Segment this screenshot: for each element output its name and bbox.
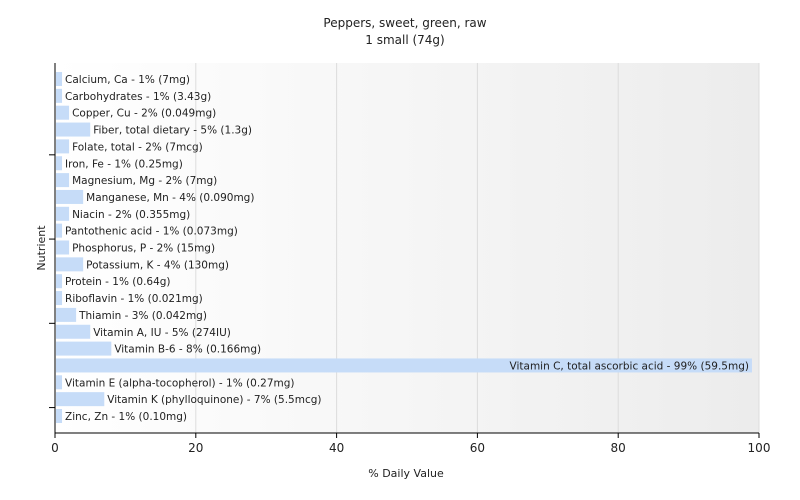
bar-label: Vitamin C, total ascorbic acid - 99% (59… xyxy=(510,360,749,372)
x-tick-label: 0 xyxy=(51,441,59,455)
axes xyxy=(49,63,760,438)
bar-label: Vitamin K (phylloquinone) - 7% (5.5mcg) xyxy=(107,394,321,406)
bar xyxy=(56,358,752,373)
x-tick-label: 40 xyxy=(329,441,344,455)
bar xyxy=(56,156,63,171)
bar-label: Calcium, Ca - 1% (7mg) xyxy=(65,74,190,86)
x-tick-label: 80 xyxy=(611,441,626,455)
bar-label: Folate, total - 2% (7mcg) xyxy=(72,141,203,153)
bar xyxy=(56,189,84,204)
bar xyxy=(56,341,112,356)
bar-label: Vitamin E (alpha-tocopherol) - 1% (0.27m… xyxy=(65,377,295,389)
bar-label: Iron, Fe - 1% (0.25mg) xyxy=(65,158,183,170)
bar-label: Pantothenic acid - 1% (0.073mg) xyxy=(65,226,238,238)
bar xyxy=(56,240,70,255)
bar-label: Phosphorus, P - 2% (15mg) xyxy=(72,243,215,255)
x-tick-label: 20 xyxy=(188,441,203,455)
bar xyxy=(56,122,91,137)
x-tick-label: 60 xyxy=(470,441,485,455)
x-tick-labels: 0 20 40 60 80 100 xyxy=(51,441,770,455)
bar-label: Thiamin - 3% (0.042mg) xyxy=(78,310,207,322)
y-axis-label: Nutrient xyxy=(35,225,48,271)
bar-label: Copper, Cu - 2% (0.049mg) xyxy=(72,108,216,120)
chart-subtitle: 1 small (74g) xyxy=(365,33,444,47)
bar-label: Riboflavin - 1% (0.021mg) xyxy=(65,293,203,305)
bar-label: Zinc, Zn - 1% (0.10mg) xyxy=(65,411,187,423)
x-tick-label: 100 xyxy=(748,441,771,455)
bar-labels: Calcium, Ca - 1% (7mg) Carbohydrates - 1%… xyxy=(65,74,749,423)
bar-label: Fiber, total dietary - 5% (1.3g) xyxy=(93,125,252,137)
bar-label: Magnesium, Mg - 2% (7mg) xyxy=(72,175,217,187)
x-axis-label: % Daily Value xyxy=(368,467,444,480)
bar xyxy=(56,257,84,272)
bar xyxy=(56,72,63,86)
bar xyxy=(56,274,63,289)
bar xyxy=(56,324,91,339)
bar-label: Vitamin B-6 - 8% (0.166mg) xyxy=(114,344,261,356)
bar xyxy=(56,409,63,423)
bar xyxy=(56,105,70,120)
bar xyxy=(56,307,77,322)
bar-label: Protein - 1% (0.64g) xyxy=(65,276,171,288)
bar xyxy=(56,88,63,103)
bar xyxy=(56,206,70,221)
bar xyxy=(56,139,70,154)
bar xyxy=(56,223,63,238)
bar xyxy=(56,375,63,390)
bar-label: Potassium, K - 4% (130mg) xyxy=(86,259,229,271)
bar xyxy=(56,392,105,407)
bar xyxy=(56,173,70,188)
chart-title: Peppers, sweet, green, raw xyxy=(323,16,486,30)
bar-label: Carbohydrates - 1% (3.43g) xyxy=(65,91,211,103)
bar-label: Vitamin A, IU - 5% (274IU) xyxy=(93,327,231,339)
bar-label: Manganese, Mn - 4% (0.090mg) xyxy=(86,192,254,204)
bar-label: Niacin - 2% (0.355mg) xyxy=(72,209,190,221)
bars xyxy=(56,72,752,423)
bar xyxy=(56,291,63,306)
